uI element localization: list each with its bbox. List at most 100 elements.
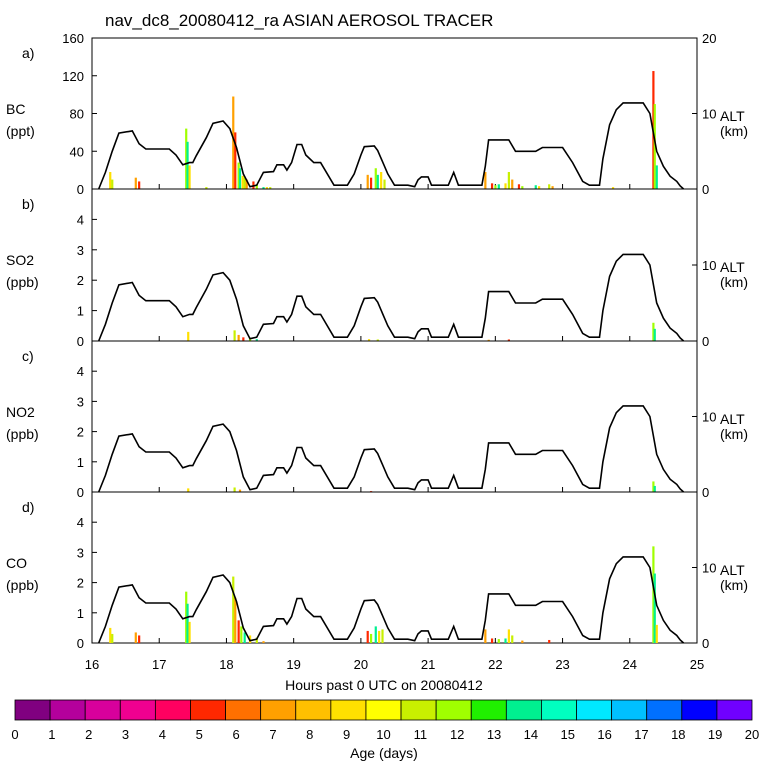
colorbar-swatch xyxy=(681,699,718,721)
x-axis: 16 17 18 19 20 21 22 23 24 25 xyxy=(85,657,704,672)
tracer-bar xyxy=(188,621,191,643)
tracer-bar xyxy=(484,629,487,643)
panel-frame xyxy=(91,491,698,644)
altitude-line xyxy=(97,405,685,493)
tracer-bar xyxy=(245,179,248,189)
tracer-bar xyxy=(186,603,189,643)
colorbar-swatch xyxy=(14,699,51,721)
tracer-bar xyxy=(186,141,189,189)
tracer-bar xyxy=(111,633,114,643)
tracer-bar xyxy=(237,162,240,189)
panel-so2: 0 1 2 3 4 0 10 b) SO2 (ppb) ALT(km) xyxy=(6,188,748,349)
y-tick-label: 4 xyxy=(77,515,84,530)
altitude-line xyxy=(97,556,685,644)
unit-label: (ppb) xyxy=(6,577,39,593)
alt-unit-label: (km) xyxy=(720,274,748,290)
tracer-bar xyxy=(237,620,240,643)
colorbar-swatch xyxy=(435,699,472,721)
alt-tick-label: 0 xyxy=(702,334,709,349)
y-tick-label: 2 xyxy=(77,425,84,440)
alt-tick-label: 10 xyxy=(702,107,716,122)
tracer-bar xyxy=(611,187,615,189)
tracer-bar xyxy=(369,177,373,189)
y-tick-label: 120 xyxy=(62,69,84,84)
tracer-bar xyxy=(238,168,242,189)
tracer-bar xyxy=(507,172,510,189)
colorbar-swatch xyxy=(716,699,753,721)
tracer-bar xyxy=(111,179,114,189)
colorbar-tick-label: 0 xyxy=(11,727,18,742)
colorbar-tick-label: 2 xyxy=(85,727,92,742)
colorbar-tick-label: 14 xyxy=(524,727,538,742)
tracer-bar xyxy=(233,330,236,341)
tracer-bar xyxy=(374,168,377,189)
tracer-bar xyxy=(109,172,112,189)
colorbar-swatch xyxy=(260,699,297,721)
tracer-bar xyxy=(653,573,656,643)
tracer-bar xyxy=(517,184,521,189)
colorbar-tick-label: 19 xyxy=(708,727,722,742)
tracer-bar xyxy=(233,487,236,492)
tracer-bar xyxy=(240,626,243,643)
panel-no2: 0 1 2 3 4 0 10 c) NO2 (ppb) ALT(km) xyxy=(6,340,748,500)
alt-label: ALT xyxy=(720,259,745,275)
tracer-bar xyxy=(548,184,551,189)
alt-tick-label: 0 xyxy=(702,182,709,197)
tracer-bar xyxy=(653,104,656,189)
tracer-bar xyxy=(265,187,268,189)
alt-tick-label: 0 xyxy=(702,485,709,500)
alt-unit-label: (km) xyxy=(720,426,748,442)
y-tick-label: 1 xyxy=(77,455,84,470)
species-label: SO2 xyxy=(6,252,34,268)
tracer-bar xyxy=(237,334,240,341)
colorbar-tick-label: 10 xyxy=(376,727,390,742)
colorbar-tick-label: 15 xyxy=(561,727,575,742)
x-tick-label: 25 xyxy=(690,657,704,672)
tracer-bar xyxy=(490,183,494,189)
y-tick-label: 2 xyxy=(77,273,84,288)
panel-bc: 0 40 80 120 160 0 10 20 a) BC (ppt) ALT(km) xyxy=(6,31,748,197)
tracer-bar xyxy=(655,165,658,189)
x-tick-label: 22 xyxy=(488,657,502,672)
alt-tick-label: 10 xyxy=(702,410,716,425)
tracer-bar xyxy=(138,635,141,643)
alt-label: ALT xyxy=(720,562,745,578)
tracer-bar xyxy=(497,184,500,189)
x-tick-label: 16 xyxy=(85,657,99,672)
colorbar-swatch xyxy=(470,699,507,721)
colorbar-tick-label: 3 xyxy=(122,727,129,742)
colorbar-tick-label: 18 xyxy=(671,727,685,742)
tracer-bar xyxy=(369,633,373,643)
panel-frame xyxy=(91,37,698,190)
colorbar-swatch xyxy=(225,699,262,721)
colorbar-swatch xyxy=(84,699,121,721)
tracer-bar xyxy=(234,597,237,643)
tracer-bar xyxy=(243,632,246,643)
colorbar-tick-label: 9 xyxy=(343,727,350,742)
tracer-bar xyxy=(134,632,137,643)
alt-label: ALT xyxy=(720,108,745,124)
panel-frame xyxy=(91,340,698,493)
y-tick-label: 0 xyxy=(77,485,84,500)
tracer-bar xyxy=(232,96,235,189)
tracer-bar xyxy=(269,187,272,189)
x-tick-label: 18 xyxy=(219,657,233,672)
colorbar-swatch xyxy=(295,699,332,721)
alt-tick-label: 0 xyxy=(702,636,709,651)
tracer-bar xyxy=(381,629,384,643)
tracer-bar xyxy=(653,485,656,492)
alt-unit-label: (km) xyxy=(720,123,748,139)
y-tick-label: 2 xyxy=(77,576,84,591)
colorbar-swatch xyxy=(330,699,367,721)
tracer-bar xyxy=(134,177,137,189)
tracer-bar xyxy=(262,187,265,189)
colorbar-swatch xyxy=(541,699,577,721)
tracer-bar xyxy=(652,546,655,643)
tracer-bar xyxy=(380,172,383,189)
tracer-bar xyxy=(255,339,258,341)
colorbar-swatch xyxy=(400,699,437,721)
colorbar-tick-label: 6 xyxy=(232,727,239,742)
tracer-bar xyxy=(511,179,514,189)
y-tick-label: 3 xyxy=(77,394,84,409)
